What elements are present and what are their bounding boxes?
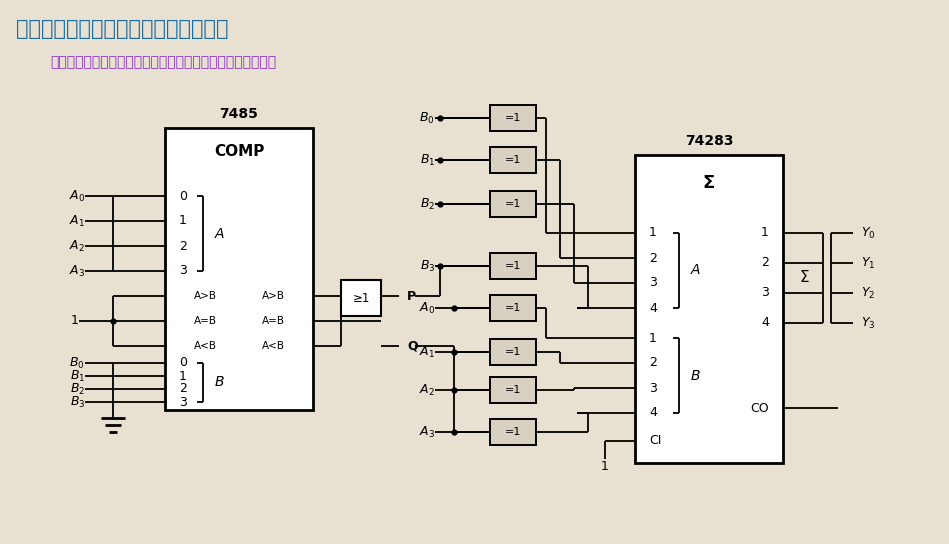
Text: =1: =1: [505, 261, 521, 271]
Text: 2: 2: [649, 356, 657, 369]
Text: 1: 1: [71, 314, 79, 327]
Text: 3: 3: [179, 395, 187, 409]
Text: 例：设计一个求两数之差绝对值电路。: 例：设计一个求两数之差绝对值电路。: [16, 19, 229, 39]
Text: 3: 3: [761, 287, 769, 300]
Text: $A_0$: $A_0$: [68, 188, 85, 203]
Bar: [635, 155, 783, 463]
Text: 7485: 7485: [219, 107, 258, 121]
Text: $B_1$: $B_1$: [69, 368, 85, 384]
Text: $B$: $B$: [214, 375, 225, 390]
Text: 3: 3: [649, 276, 657, 289]
Text: 1: 1: [601, 461, 609, 473]
Text: $B$: $B$: [690, 368, 700, 382]
Text: $A$: $A$: [214, 226, 225, 240]
Text: $B_0$: $B_0$: [69, 355, 85, 370]
Text: $Y_2$: $Y_2$: [861, 286, 875, 300]
Text: $Y_3$: $Y_3$: [861, 316, 876, 331]
Text: $B_0$: $B_0$: [419, 110, 435, 126]
Text: =1: =1: [505, 427, 521, 437]
Text: =1: =1: [505, 303, 521, 313]
Text: $A_3$: $A_3$: [69, 263, 85, 279]
Text: 1: 1: [179, 369, 187, 382]
Text: 4: 4: [649, 406, 657, 419]
Text: A<B: A<B: [262, 341, 285, 351]
Text: $A_0$: $A_0$: [419, 300, 435, 316]
Text: =1: =1: [505, 199, 521, 209]
Text: 1: 1: [649, 331, 657, 344]
Text: 2: 2: [761, 257, 769, 269]
Text: COMP: COMP: [214, 145, 264, 159]
Text: 0: 0: [179, 356, 187, 369]
Text: A>B: A>B: [262, 291, 285, 301]
Text: 1: 1: [179, 214, 187, 227]
Text: 4: 4: [761, 317, 769, 330]
Text: $A_1$: $A_1$: [419, 344, 435, 360]
Text: 1: 1: [649, 226, 657, 239]
Text: 74283: 74283: [685, 134, 734, 148]
Text: Σ: Σ: [799, 270, 809, 286]
Text: $B_3$: $B_3$: [419, 258, 435, 274]
Text: 先将两数比较，对小的数求补，将得到的补码与另一数相加。: 先将两数比较，对小的数求补，将得到的补码与另一数相加。: [50, 55, 276, 69]
Text: 4: 4: [649, 301, 657, 314]
Text: P: P: [407, 289, 416, 302]
Text: Q: Q: [407, 339, 418, 353]
Text: 3: 3: [649, 381, 657, 394]
Text: Σ: Σ: [703, 174, 716, 192]
Text: 2: 2: [649, 251, 657, 264]
Text: $B_1$: $B_1$: [419, 152, 435, 168]
Text: $A$: $A$: [690, 263, 701, 277]
Bar: [490, 377, 536, 403]
Text: =1: =1: [505, 155, 521, 165]
Bar: [490, 105, 536, 131]
Text: 1: 1: [761, 226, 769, 239]
Text: 2: 2: [179, 239, 187, 252]
Text: A<B: A<B: [194, 341, 216, 351]
Text: 0: 0: [179, 189, 187, 202]
Bar: [490, 147, 536, 173]
Text: $B_3$: $B_3$: [69, 394, 85, 410]
Text: $A_1$: $A_1$: [69, 213, 85, 228]
Text: $A_2$: $A_2$: [69, 238, 85, 254]
Text: $Y_0$: $Y_0$: [861, 225, 876, 240]
Bar: [165, 128, 313, 410]
Text: =1: =1: [505, 385, 521, 395]
Text: A>B: A>B: [194, 291, 216, 301]
Text: $B_2$: $B_2$: [419, 196, 435, 212]
Text: CO: CO: [751, 401, 769, 415]
Bar: [490, 419, 536, 445]
Bar: [341, 280, 381, 316]
Text: =1: =1: [505, 113, 521, 123]
Bar: [490, 191, 536, 217]
Bar: [490, 339, 536, 365]
Text: A=B: A=B: [262, 316, 285, 326]
Text: $A_3$: $A_3$: [419, 424, 435, 440]
Text: ≥1: ≥1: [352, 292, 370, 305]
Text: $A_2$: $A_2$: [419, 382, 435, 398]
Text: CI: CI: [649, 435, 661, 448]
Bar: [490, 253, 536, 279]
Text: =1: =1: [505, 347, 521, 357]
Text: $Y_1$: $Y_1$: [861, 256, 875, 270]
Text: $B_2$: $B_2$: [70, 381, 85, 397]
Text: A=B: A=B: [194, 316, 216, 326]
Text: 2: 2: [179, 382, 187, 395]
Text: 3: 3: [179, 264, 187, 277]
Bar: [490, 295, 536, 321]
